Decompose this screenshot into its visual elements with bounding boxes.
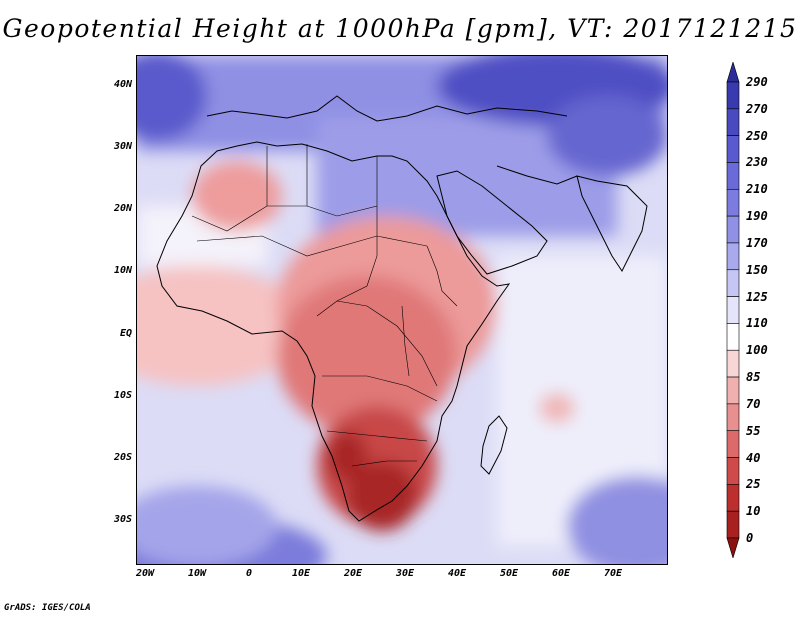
colorbar-label: 100 [746,343,768,358]
lon-tick: 40E [447,568,467,579]
colorbar-label: 85 [746,370,761,385]
lon-tick: 0 [245,568,253,579]
colorbar-segment [726,457,740,485]
europe-coast [206,95,568,122]
colorbar-label: 55 [746,423,761,438]
map-title: Geopotential Height at 1000hPa [gpm], VT… [2,14,798,43]
colorbar-segment [726,484,740,512]
colorbar-segment [726,510,740,539]
colorbar-label: 190 [746,209,768,224]
africa-coast [156,141,511,522]
lon-tick: 60E [551,568,571,579]
colorbar-segment [726,135,740,163]
colorbar-label: 210 [746,182,768,197]
colorbar-segment [726,62,740,83]
lat-tick: 30S [113,514,132,525]
colorbar-segment [726,81,740,110]
map-panel [136,55,668,565]
iran-coast [496,165,578,185]
lat-tick: EQ [119,328,132,339]
colorbar-label: 250 [746,128,768,143]
colorbar [726,62,740,558]
colorbar-label: 110 [746,316,768,331]
colorbar-label: 0 [746,531,754,545]
colorbar-segment [726,323,740,351]
colorbar-label: 290 [746,75,768,89]
geopotential-height-map [137,56,667,564]
colorbar-label: 25 [746,477,761,492]
lat-tick: 40N [113,79,132,90]
lon-tick: 10E [291,568,311,579]
lat-tick: 30N [113,141,132,152]
lon-tick: 20W [135,568,155,579]
lat-tick: 10N [113,265,132,276]
colorbar-segment [726,403,740,432]
colorbar-segment [726,108,740,136]
colorbar-segment [726,188,740,217]
colorbar-label: 125 [746,289,768,304]
colorbar-label: 270 [746,101,768,116]
lat-tick: 10S [113,390,132,401]
colorbar-segment [726,162,740,190]
colorbar-segment [726,296,740,324]
colorbar-segment [726,376,740,405]
india-coast [576,175,648,272]
lon-tick: 30E [395,568,415,579]
country-borders [191,144,458,467]
lon-tick: 50E [499,568,519,579]
lon-tick: 70E [603,568,623,579]
colorbar-label: 230 [746,155,768,170]
colorbar-label: 10 [746,504,761,519]
lat-tick: 20N [113,203,132,214]
lat-tick: 20S [113,452,132,463]
lon-tick: 20E [343,568,363,579]
colorbar-segment [726,349,740,378]
colorbar-label: 150 [746,262,768,277]
height-field-shading [137,56,667,564]
madagascar-coast [480,415,508,475]
arabia-coast [436,170,548,275]
colorbar-segment [726,269,740,297]
colorbar-segment [726,430,740,458]
colorbar-segment [726,215,740,244]
colorbar-label: 40 [746,450,761,465]
colorbar-label: 70 [746,396,761,411]
colorbar-segment [726,242,740,271]
coastlines [156,95,648,522]
credit-text: GrADS: IGES/COLA [4,603,91,613]
colorbar-segment [726,537,740,558]
colorbar-label: 170 [746,235,768,250]
lon-tick: 10W [187,568,207,579]
